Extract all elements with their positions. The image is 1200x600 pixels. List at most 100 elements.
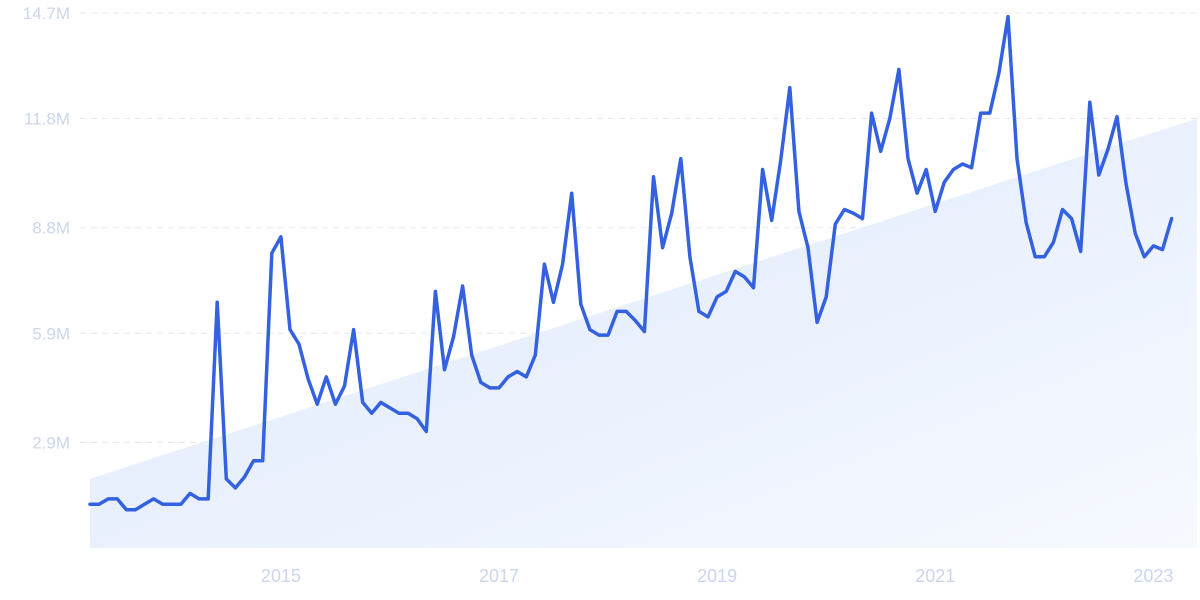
data-point [888,117,892,121]
series-line [88,14,1174,512]
data-point [1033,255,1037,259]
data-point [870,111,874,115]
data-point [970,166,974,170]
data-point [370,411,374,415]
data-point [951,168,955,172]
data-point [197,497,201,501]
data-point [324,375,328,379]
data-point [615,309,619,313]
data-point [288,328,292,332]
data-point [406,411,410,415]
y-tick-label: 5.9M [32,324,70,343]
data-point [642,330,646,334]
data-point [897,67,901,71]
data-point [443,368,447,372]
data-point [1106,148,1110,152]
data-point [661,246,665,250]
data-point [88,502,92,506]
data-point [133,508,137,512]
data-point [1079,249,1083,253]
data-point [352,328,356,332]
y-tick-label: 8.8M [32,219,70,238]
data-point [606,333,610,337]
x-tick-label: 2017 [479,566,519,586]
data-point [170,502,174,506]
data-point [561,262,565,266]
y-axis: 2.9M 5.9M 8.8M 11.8M 14.7M [23,4,70,452]
data-point [1015,157,1019,161]
data-point [488,386,492,390]
data-point [388,406,392,410]
data-point [761,168,765,172]
data-point [906,157,910,161]
data-point [279,235,283,239]
x-tick-label: 2021 [915,566,955,586]
data-point [188,491,192,495]
data-point [824,295,828,299]
data-point [533,353,537,357]
data-point [715,295,719,299]
data-point [1070,217,1074,221]
data-point [597,333,601,337]
data-point [243,475,247,479]
data-point [206,497,210,501]
data-point [542,262,546,266]
data-point [1161,248,1165,252]
data-point [461,284,465,288]
data-point [942,180,946,184]
data-point [924,168,928,172]
data-point [688,255,692,259]
data-point [1042,255,1046,259]
data-point [797,209,801,213]
data-point [297,342,301,346]
data-point [106,497,110,501]
data-point [724,289,728,293]
data-point [261,459,265,463]
data-point [833,222,837,226]
trend-area [90,118,1197,548]
data-point [588,328,592,332]
data-point [306,377,310,381]
data-point [779,158,783,162]
data-point [470,353,474,357]
data-point [1097,173,1101,177]
y-tick-label: 2.9M [32,433,70,452]
data-point [270,251,274,255]
data-point [788,86,792,90]
data-point [506,375,510,379]
data-point [1061,208,1065,212]
data-point [770,218,774,222]
data-point [452,335,456,339]
data-point [979,111,983,115]
data-point [1115,115,1119,119]
data-point [652,175,656,179]
data-point [433,289,437,293]
data-point [497,386,501,390]
data-point [997,71,1001,75]
data-point [224,477,228,481]
data-point [124,508,128,512]
data-point [1124,182,1128,186]
data-point [879,149,883,153]
data-point [424,430,428,434]
data-point [397,411,401,415]
data-point [733,269,737,273]
data-point [233,486,237,490]
data-point [379,400,383,404]
data-point [1006,15,1010,19]
data-point [842,208,846,212]
data-point [552,300,556,304]
data-point [861,217,865,221]
data-point [1133,231,1137,235]
data-point [579,302,583,306]
trend-band [90,118,1197,548]
data-point [143,502,147,506]
data-point [515,370,519,374]
data-point [152,497,156,501]
x-tick-label: 2015 [261,566,301,586]
data-point [570,191,574,195]
data-point [252,459,256,463]
data-point [415,417,419,421]
data-point [479,380,483,384]
